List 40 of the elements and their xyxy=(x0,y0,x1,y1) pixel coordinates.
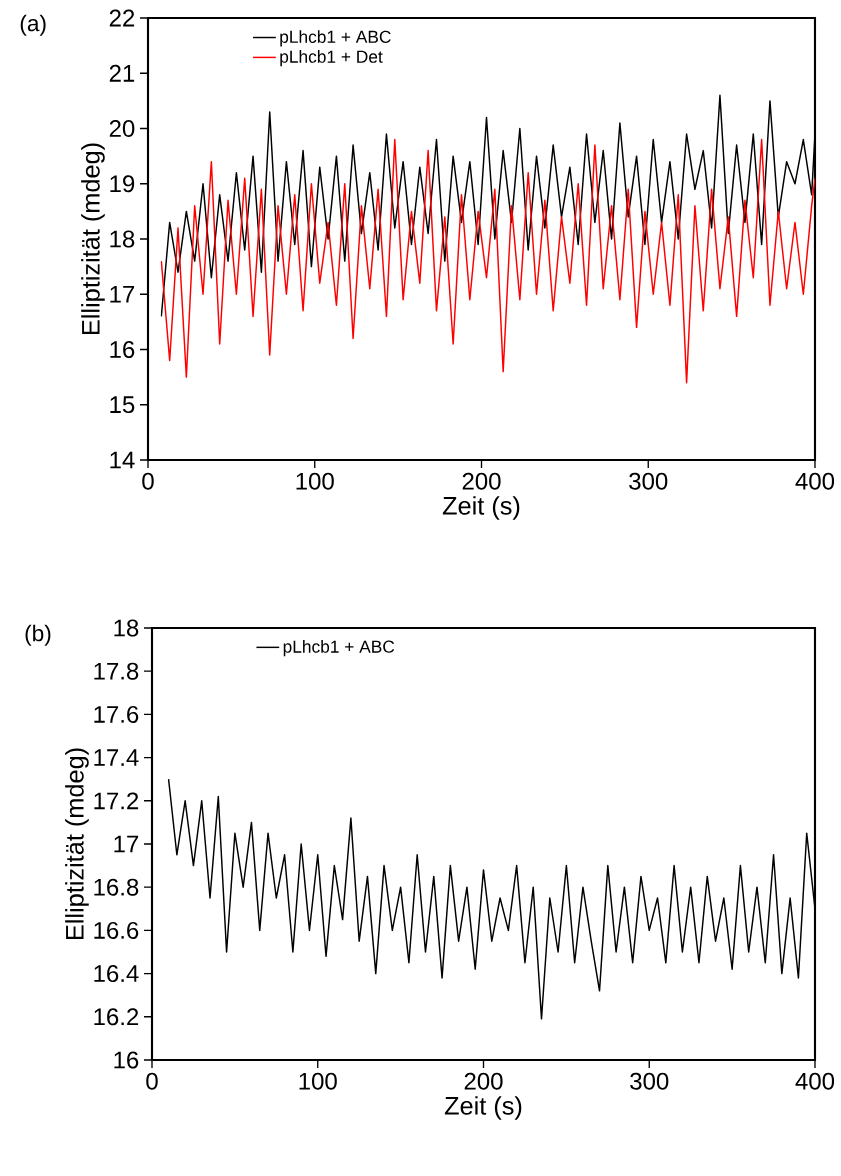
legend-label: pLhcb1 + ABC xyxy=(280,30,391,47)
y-tick-label: 17 xyxy=(110,285,135,303)
y-tick-label: 15 xyxy=(110,396,135,414)
x-tick-label: 200 xyxy=(462,472,501,490)
line-series xyxy=(160,138,815,384)
y-tick-label: 16 xyxy=(110,340,135,358)
y-tick-label: 17 xyxy=(114,835,139,853)
y-tick-label: 18 xyxy=(114,619,139,637)
y-tick-label: 16.4 xyxy=(94,965,139,983)
x-tick-label: 400 xyxy=(795,472,835,490)
y-tick-label: 17.8 xyxy=(94,662,139,680)
y-axis-title: Elliptizität (mdeg) xyxy=(65,748,89,940)
y-tick-label: 16 xyxy=(114,1051,139,1069)
x-tick-label: 300 xyxy=(629,472,668,490)
x-tick-label: 0 xyxy=(142,472,154,490)
x-tick-label: 100 xyxy=(296,472,334,490)
x-tick-label: 0 xyxy=(146,1072,158,1090)
y-tick-label: 17.4 xyxy=(94,749,139,766)
y-tick-label: 16.8 xyxy=(94,878,139,896)
y-axis-title: Elliptizität (mdeg) xyxy=(81,143,105,335)
chart-title: (b) xyxy=(25,624,51,646)
x-axis-title: Zeit (s) xyxy=(442,496,520,520)
x-tick-label: 300 xyxy=(630,1072,669,1090)
y-tick-label: 20 xyxy=(109,119,135,137)
y-tick-label: 17.2 xyxy=(94,792,139,810)
legend-label: pLhcb1 + ABC xyxy=(283,640,395,657)
y-tick-label: 16.6 xyxy=(94,921,139,939)
x-tick-label: 200 xyxy=(464,1072,503,1090)
y-tick-label: 14 xyxy=(110,451,135,469)
y-tick-label: 16.2 xyxy=(94,1008,139,1026)
y-tick-label: 21 xyxy=(109,64,135,82)
x-tick-label: 400 xyxy=(795,1072,835,1090)
chart-title: (a) xyxy=(20,14,46,36)
y-tick-label: 22 xyxy=(109,9,135,27)
y-tick-label: 17.6 xyxy=(94,705,139,723)
legend-label: pLhcb1 + Det xyxy=(280,50,383,67)
x-tick-label: 100 xyxy=(299,1072,337,1090)
y-tick-label: 18 xyxy=(110,230,135,248)
x-axis-title: Zeit (s) xyxy=(444,1096,522,1120)
y-tick-label: 19 xyxy=(110,175,135,193)
